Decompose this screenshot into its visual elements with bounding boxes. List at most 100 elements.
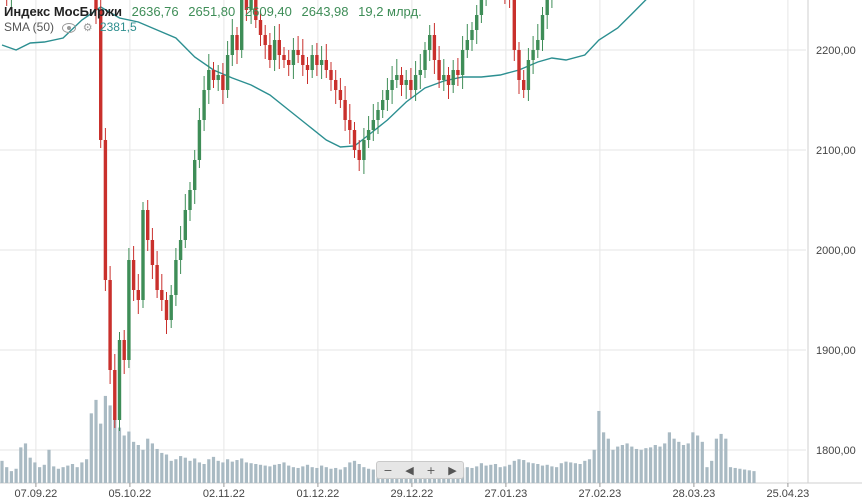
candle-up — [371, 120, 375, 130]
scroll-left-button[interactable]: ◀ — [405, 463, 414, 477]
volume-bar — [508, 464, 512, 483]
volume-bar — [714, 438, 718, 483]
candle-down — [399, 75, 404, 85]
volume-bar — [33, 462, 37, 483]
candle-down — [305, 65, 310, 70]
zoom-out-button[interactable]: − — [383, 463, 393, 477]
volume-bar — [132, 441, 136, 483]
candle-up — [540, 15, 545, 40]
volume-bar — [258, 464, 263, 483]
candle-up — [428, 35, 432, 50]
volume-bar — [141, 449, 145, 483]
candle-up — [225, 55, 230, 90]
volume-bar — [169, 460, 173, 483]
volume-bar — [710, 460, 714, 483]
volume-bar — [301, 466, 305, 483]
candle-down — [315, 55, 319, 65]
volume-bar — [545, 464, 549, 483]
volume-bar — [305, 464, 310, 483]
volume-bar — [536, 464, 540, 483]
candle-down — [409, 80, 413, 90]
settings-icon[interactable]: ⚙ — [82, 22, 93, 35]
candle-down — [131, 260, 136, 290]
candle-down — [343, 100, 347, 120]
volume-bar — [183, 457, 187, 483]
volume-bar — [728, 467, 733, 483]
volume-bars — [0, 395, 756, 483]
candle-up — [310, 55, 314, 70]
volume-bar — [705, 467, 709, 483]
candle-down — [263, 35, 267, 45]
volume-bar — [602, 432, 606, 483]
volume-bar — [470, 467, 474, 483]
volume-bar — [503, 466, 507, 483]
volume-bar — [743, 469, 747, 483]
candlesticks — [6, 0, 553, 431]
scroll-right-button[interactable]: ▶ — [448, 463, 457, 477]
volume-bar — [677, 441, 681, 483]
volume-bar — [555, 467, 559, 483]
volume-bar — [564, 461, 568, 483]
candle-down — [146, 210, 150, 240]
price-tick-label: 2000,00 — [816, 245, 856, 257]
volume-bar — [9, 471, 13, 483]
volume-bar — [61, 467, 65, 483]
sma-value: 2381,5 — [99, 20, 137, 34]
volume-bar — [188, 460, 192, 483]
volume-bar — [150, 443, 154, 483]
volume-bar — [517, 459, 521, 483]
zoom-in-button[interactable]: + — [426, 463, 436, 477]
volume-bar — [221, 462, 225, 483]
volume-bar — [658, 446, 662, 483]
candle-up — [395, 75, 399, 80]
candle-up — [423, 50, 427, 70]
volume-bar — [103, 395, 107, 483]
candle-up — [272, 40, 277, 60]
volume-bar — [160, 452, 164, 483]
volume-bar — [94, 399, 98, 483]
volume-bar — [282, 462, 286, 483]
volume-bar — [724, 438, 728, 483]
sma-label: SMA (50) — [4, 20, 55, 34]
eye-icon[interactable] — [62, 22, 77, 33]
candle-down — [160, 290, 164, 300]
candle-up — [451, 70, 455, 85]
volume-bar — [649, 447, 653, 483]
volume-bar — [89, 413, 93, 483]
candle-down — [150, 240, 155, 265]
volume-bar — [226, 459, 230, 483]
volume-bar — [38, 467, 42, 483]
volume-bar — [249, 463, 253, 483]
candle-down — [136, 290, 140, 300]
volume-bar — [719, 433, 723, 483]
volume-bar — [620, 445, 624, 483]
volume-bar — [639, 449, 643, 483]
candle-up — [413, 75, 418, 90]
sma-legend: SMA (50) ⚙ 2381,5 — [4, 20, 137, 34]
candle-down — [446, 75, 451, 85]
candle-down — [221, 75, 225, 90]
instrument-title: Индекс МосБиржи — [4, 4, 122, 19]
volume-bar — [691, 432, 695, 483]
volume-bar — [179, 456, 183, 483]
volume-bar — [66, 465, 70, 483]
price-tick-label: 1800,00 — [816, 445, 856, 457]
volume-bar — [174, 459, 178, 483]
candle-down — [348, 120, 352, 130]
volume-bar — [70, 464, 75, 483]
volume-bar — [465, 467, 469, 483]
volume-bar — [667, 432, 671, 483]
volume-bar — [113, 418, 117, 483]
volume-bar — [559, 463, 563, 483]
chart-navigation: − ◀ + ▶ — [376, 461, 464, 479]
volume-bar — [19, 447, 23, 483]
volume-value: 19,2 млрд. — [358, 4, 422, 19]
date-tick-label: 29.12.22 — [390, 488, 433, 500]
volume-bar — [484, 465, 488, 483]
chart-header: Индекс МосБиржи 2636,76 2651,80 2609,40 … — [4, 4, 422, 19]
candle-down — [155, 265, 159, 290]
candle-up — [319, 60, 324, 65]
candle-up — [202, 90, 206, 120]
volume-bar — [498, 467, 502, 483]
